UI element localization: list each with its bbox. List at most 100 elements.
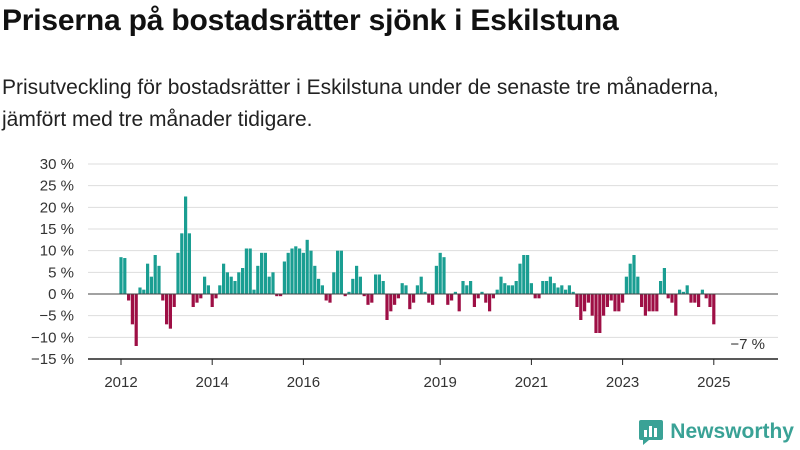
bar [605,294,609,307]
bar [632,255,636,294]
bar [389,294,393,312]
x-tick-label: 2019 [424,374,457,391]
bar [351,278,355,294]
bar [689,294,693,303]
bar [412,294,416,303]
bar [491,294,495,299]
bar [374,274,378,294]
bar [712,294,716,325]
y-tick-label: 25 % [40,178,74,195]
bar [305,239,309,294]
bar [134,294,138,346]
bar [674,294,678,316]
bar [263,252,267,294]
bar [617,294,621,312]
bar [704,294,708,299]
bar [119,257,123,294]
bar [697,294,701,307]
x-axis: 2012 2014 2016 2019 2021 2023 2025 [88,358,778,391]
bar [640,294,644,307]
bar [176,252,180,294]
bar [343,294,347,297]
bar [708,294,712,307]
bar [495,289,499,294]
bar [324,294,328,301]
bar [571,291,575,294]
bar [339,250,343,294]
bar [609,294,613,301]
gridlines [88,163,778,360]
bar [301,252,305,294]
y-tick-label: −15 % [31,351,74,368]
bar [358,276,362,294]
bar [594,294,598,333]
bar [465,285,469,294]
bar [564,289,568,294]
bar [271,272,275,294]
bar [670,294,674,303]
bar [499,276,503,294]
bar [256,265,260,294]
bar [647,294,651,312]
brand-name: Newsworthy [670,420,794,443]
y-tick-label: 5 % [48,264,74,281]
bar [651,294,655,312]
bar [275,294,279,297]
newsworthy-logo[interactable]: Newsworthy [638,416,794,448]
bar [472,294,476,307]
bar [484,294,488,303]
bar [446,294,450,305]
bar [317,278,321,294]
bar [628,263,632,294]
bar [184,196,188,294]
bar [282,261,286,294]
bar [191,294,195,307]
x-tick-label: 2014 [196,374,229,391]
bar [545,281,549,294]
bar [438,252,442,294]
bar [579,294,583,320]
bar [537,294,541,299]
bar [336,250,340,294]
bar [400,283,404,294]
bar [666,294,670,299]
bar [142,289,146,294]
bar [598,294,602,333]
bar [203,276,207,294]
bar [431,294,435,305]
bar [377,274,381,294]
bars [119,196,716,346]
bar [560,285,564,294]
x-tick-label: 2025 [697,374,730,391]
bar [286,252,290,294]
bar [225,272,229,294]
x-tick-label: 2021 [515,374,548,391]
bar [153,255,157,294]
bar [157,265,161,294]
bar [419,276,423,294]
bar [453,291,457,294]
bar [567,285,571,294]
bar [526,255,530,294]
bar [655,294,659,312]
bar [427,294,431,303]
bar [556,287,560,294]
bar [442,257,446,294]
bar [187,233,191,294]
bar [123,258,127,294]
bar [552,283,556,294]
bar [457,294,461,312]
bar [381,281,385,294]
bar [127,294,131,301]
bar [313,265,317,294]
bar [590,294,594,316]
bar [548,276,552,294]
bar [252,289,256,294]
bar [685,285,689,294]
bar [514,281,518,294]
bar [408,294,412,310]
y-axis-tick-labels: 30 % 25 % 20 % 15 % 10 % 5 % 0 % −5 % −10 % −15 % [31,156,74,368]
bar [210,294,214,307]
x-tick-label: 2016 [287,374,320,391]
